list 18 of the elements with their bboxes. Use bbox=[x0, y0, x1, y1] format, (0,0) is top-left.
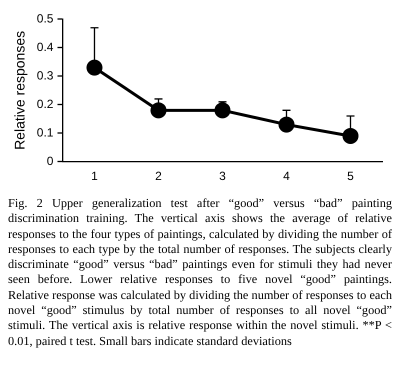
text: Fig. 2 Upper generalization test after “good” versus “bad” painting discrimination training. The vertical axis shows the average of relative responses to the four types of paintings, calculated by dividing the number of responses to each type by the total number of responses. The subjects clearly discriminate “good” versus “bad” paintings even for stimuli they had never seen before. Lower relative responses to five novel “good” paintings. Relative response was calculated by dividing the number of responses to each novel “good” stimulus by total number of responses to all novel “good” stimuli. The vertical axis is relative response within the novel stimuli. **P < 0.01, paired t test. Small bars indicate standard deviations bbox=[8, 196, 392, 348]
y-tick-label: 0.3 bbox=[36, 68, 54, 82]
x-tick-label: 1 bbox=[91, 169, 98, 184]
point bbox=[214, 102, 230, 118]
x-tick-label: 4 bbox=[283, 169, 290, 184]
x-tick-label: 2 bbox=[155, 169, 162, 184]
y-tick-label: 0.1 bbox=[36, 125, 54, 140]
point bbox=[150, 102, 166, 118]
x-tick-label: 3 bbox=[219, 169, 226, 184]
y-axis-title: Relative responses bbox=[11, 30, 28, 150]
y-tick-label: 0.5 bbox=[36, 12, 54, 26]
point bbox=[342, 128, 358, 144]
point bbox=[278, 116, 294, 133]
y-tick-label: 0.4 bbox=[36, 40, 54, 54]
x-tick-label: 5 bbox=[347, 169, 354, 184]
y-tick-label: 0 bbox=[46, 154, 54, 168]
y-tick-label: 0.2 bbox=[36, 96, 54, 111]
point bbox=[86, 60, 102, 76]
